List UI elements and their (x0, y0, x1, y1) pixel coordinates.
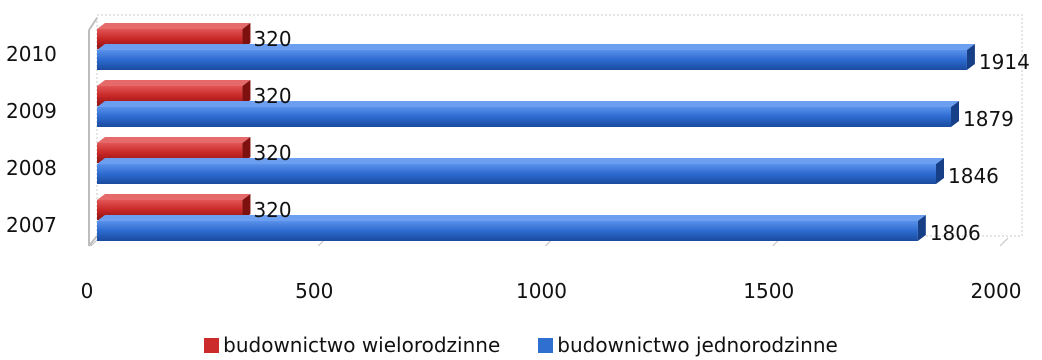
x-tick-label-0: 0 (81, 279, 94, 303)
bar-top-face (97, 80, 251, 86)
bar-top-face (97, 158, 945, 164)
bar-front-face (97, 164, 937, 184)
category-label-2007: 2007 (6, 213, 57, 237)
value-label-budownictwo-jednorodzinne-2008: 1846 (948, 164, 999, 188)
x-tick-mark (999, 237, 1009, 247)
bar-end-cap (936, 158, 945, 184)
bar-top-face (97, 137, 251, 143)
bar-budownictwo-jednorodzinne-2008 (97, 158, 945, 184)
y-axis-foot (88, 235, 98, 247)
bar-front-face (97, 221, 918, 241)
bar-top-face (97, 44, 975, 50)
bar-end-cap (242, 137, 251, 163)
value-label-budownictwo-jednorodzinne-2009: 1879 (963, 107, 1014, 131)
bar-front-face (97, 107, 952, 127)
value-label-budownictwo-jednorodzinne-2010: 1914 (979, 50, 1030, 74)
value-label-budownictwo-wielorodzinne-2009: 320 (253, 84, 291, 108)
bar-top-face (97, 23, 251, 29)
value-label-budownictwo-wielorodzinne-2008: 320 (253, 141, 291, 165)
bar-budownictwo-jednorodzinne-2007 (97, 215, 926, 241)
bar-top-face (97, 101, 960, 107)
legend-item-series-2: budownictwo jednorodzinne (538, 333, 838, 357)
category-label-2008: 2008 (6, 156, 57, 180)
value-label-budownictwo-wielorodzinne-2007: 320 (253, 198, 291, 222)
bars (97, 23, 975, 241)
bar-end-cap (917, 215, 926, 241)
category-label-2009: 2009 (6, 99, 57, 123)
bar-top-face (97, 194, 251, 200)
legend-item-series-1: budownictwo wielorodzinne (204, 333, 500, 357)
legend-swatch-series-2 (538, 337, 554, 353)
legend: budownictwo wielorodzinne budownictwo je… (0, 333, 1042, 357)
x-tick-label-2000: 2000 (971, 279, 1022, 303)
labels: 320 1806 2007 320 1846 2008 320 1879 2009 320 1914… (6, 27, 1030, 303)
x-tick-label-500: 500 (295, 279, 333, 303)
bar-budownictwo-jednorodzinne-2010 (97, 44, 975, 70)
bar-end-cap (242, 194, 251, 220)
bar-top-face (97, 215, 926, 221)
bar-front-face (97, 50, 967, 70)
value-label-budownictwo-jednorodzinne-2007: 1806 (930, 221, 981, 245)
value-label-budownictwo-wielorodzinne-2010: 320 (253, 27, 291, 51)
x-tick-label-1000: 1000 (516, 279, 567, 303)
bar-budownictwo-jednorodzinne-2009 (97, 101, 960, 127)
bar-end-cap (242, 80, 251, 106)
bar-end-cap (966, 44, 975, 70)
bar-end-cap (242, 23, 251, 49)
y-axis-head (88, 17, 98, 31)
legend-swatch-series-1 (204, 337, 220, 353)
legend-label-series-2: budownictwo jednorodzinne (557, 333, 838, 357)
x-tick-label-1500: 1500 (743, 279, 794, 303)
legend-label-series-1: budownictwo wielorodzinne (223, 333, 501, 357)
category-label-2010: 2010 (6, 42, 57, 66)
bar-end-cap (951, 101, 960, 127)
